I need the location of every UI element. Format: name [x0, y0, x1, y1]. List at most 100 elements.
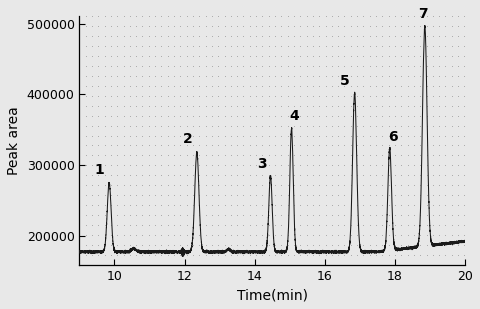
Point — [132, 123, 140, 128]
Point — [353, 173, 361, 178]
Point — [322, 173, 329, 178]
Point — [183, 64, 191, 69]
Point — [416, 64, 424, 69]
Point — [252, 83, 260, 88]
Point — [429, 44, 437, 49]
Point — [277, 252, 285, 257]
Point — [215, 213, 222, 218]
Point — [82, 54, 89, 59]
Point — [284, 203, 291, 208]
Point — [164, 64, 171, 69]
Point — [284, 193, 291, 198]
Point — [391, 54, 399, 59]
Point — [360, 242, 367, 247]
Point — [195, 93, 203, 98]
Point — [265, 64, 273, 69]
Point — [429, 252, 437, 257]
Point — [284, 14, 291, 19]
Point — [233, 24, 241, 29]
Point — [435, 34, 443, 39]
Point — [290, 252, 298, 257]
Point — [227, 203, 235, 208]
Point — [303, 193, 311, 198]
Point — [246, 252, 253, 257]
Point — [347, 74, 355, 78]
Point — [95, 133, 102, 138]
Point — [290, 143, 298, 148]
Point — [107, 222, 115, 227]
Point — [170, 113, 178, 118]
Point — [328, 113, 336, 118]
Point — [322, 193, 329, 198]
Point — [404, 34, 411, 39]
Point — [139, 83, 146, 88]
Point — [208, 163, 216, 168]
Point — [101, 34, 108, 39]
Point — [183, 262, 191, 267]
Point — [252, 222, 260, 227]
Point — [164, 123, 171, 128]
Point — [145, 123, 153, 128]
Point — [341, 103, 348, 108]
Point — [139, 153, 146, 158]
Point — [366, 222, 373, 227]
Point — [335, 153, 342, 158]
Point — [385, 113, 393, 118]
Point — [404, 203, 411, 208]
Point — [265, 24, 273, 29]
Point — [88, 203, 96, 208]
Point — [252, 163, 260, 168]
Point — [341, 213, 348, 218]
Point — [397, 113, 405, 118]
Point — [240, 34, 247, 39]
Point — [303, 232, 311, 237]
Point — [227, 153, 235, 158]
Point — [95, 123, 102, 128]
Point — [379, 103, 386, 108]
Point — [183, 232, 191, 237]
Point — [164, 143, 171, 148]
Point — [75, 133, 83, 138]
Point — [404, 113, 411, 118]
Point — [385, 83, 393, 88]
Point — [240, 242, 247, 247]
Point — [120, 123, 127, 128]
Point — [309, 203, 317, 208]
Point — [164, 163, 171, 168]
Point — [195, 14, 203, 19]
Point — [284, 113, 291, 118]
Point — [297, 123, 304, 128]
Point — [410, 14, 418, 19]
Point — [429, 213, 437, 218]
Point — [221, 213, 228, 218]
Point — [107, 153, 115, 158]
Point — [322, 203, 329, 208]
Point — [170, 74, 178, 78]
Point — [82, 113, 89, 118]
Point — [303, 222, 311, 227]
Point — [183, 163, 191, 168]
Point — [259, 24, 266, 29]
Point — [429, 232, 437, 237]
Point — [195, 83, 203, 88]
Point — [157, 113, 165, 118]
Point — [442, 213, 449, 218]
Point — [271, 64, 279, 69]
Point — [126, 252, 134, 257]
Point — [277, 262, 285, 267]
Point — [290, 44, 298, 49]
Point — [151, 173, 159, 178]
Point — [215, 14, 222, 19]
Point — [341, 123, 348, 128]
Point — [454, 193, 462, 198]
Point — [328, 74, 336, 78]
Point — [202, 34, 209, 39]
Point — [271, 54, 279, 59]
Point — [442, 64, 449, 69]
Text: 4: 4 — [289, 109, 299, 123]
Point — [246, 34, 253, 39]
Point — [202, 113, 209, 118]
Point — [151, 74, 159, 78]
Point — [215, 173, 222, 178]
Point — [442, 123, 449, 128]
